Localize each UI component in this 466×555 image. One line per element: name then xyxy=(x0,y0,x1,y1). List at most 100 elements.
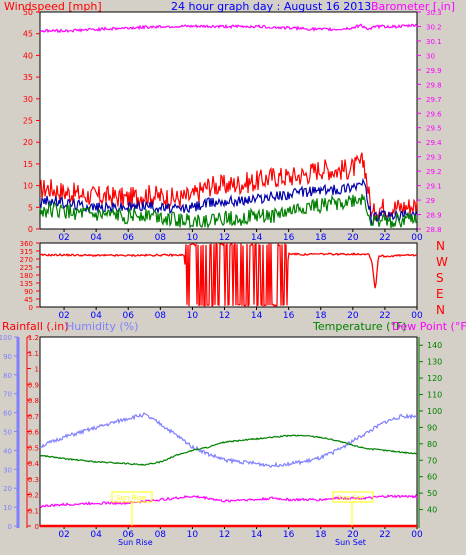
barometer-tick-label: 29.2 xyxy=(426,168,442,176)
direction-tick-label: 360 xyxy=(20,240,33,248)
x-tick-label: 10 xyxy=(187,233,199,243)
humidity-tick-label: 70 xyxy=(3,391,12,399)
x-tick-label: 20 xyxy=(347,233,359,243)
x-tick-label: 08 xyxy=(155,530,167,540)
humidity-axis: 0 10 20 30 40 50 60 70 80 90 100 xyxy=(0,334,18,531)
compass-letter-n: N xyxy=(436,239,445,253)
windspeed-tick-label: 25 xyxy=(23,117,33,126)
windspeed-tick-label: 35 xyxy=(23,73,33,82)
humidity-tick-label: 30 xyxy=(3,466,12,474)
wind-time-axis: 02 04 06 08 10 12 14 16 18 20 22 00 xyxy=(58,229,423,243)
temperature-tick-label: 40 xyxy=(427,506,437,515)
windspeed-tick-label: 0 xyxy=(28,225,33,234)
rainfall-axis-label: Rainfall (.in) xyxy=(2,320,69,333)
barometer-tick-label: 29.3 xyxy=(426,154,442,162)
x-tick-label: 02 xyxy=(58,311,69,321)
x-tick-label: 06 xyxy=(123,530,135,540)
direction-series xyxy=(39,241,418,308)
rainfall-tick-label: 1.2 xyxy=(28,334,39,342)
rainfall-tick-label: 0 xyxy=(35,523,39,531)
windspeed-tick-label: 45 xyxy=(23,30,33,39)
x-tick-label: 04 xyxy=(90,311,102,321)
windspeed-axis-label: Windspeed [mph] xyxy=(4,0,102,13)
x-tick-label: 12 xyxy=(219,311,230,321)
x-tick-label: 12 xyxy=(219,233,230,243)
wind-series xyxy=(39,23,418,230)
temp-time-axis: 02 04 06 08 10 12 14 16 18 20 22 00 xyxy=(58,526,423,540)
x-tick-label: 10 xyxy=(187,530,199,540)
windspeed-tick-label: 30 xyxy=(23,95,33,104)
dewpoint-axis-label: Dew Point (°F) xyxy=(392,320,466,333)
chart-title: 24 hour graph day : August 16 2013 xyxy=(171,0,371,13)
rainfall-tick-label: 0.1 xyxy=(28,507,39,515)
x-tick-label: 20 xyxy=(347,311,359,321)
x-tick-label: 16 xyxy=(283,311,295,321)
temperature-tick-label: 130 xyxy=(427,358,442,367)
direction-tick-label: 270 xyxy=(20,256,33,264)
barometer-tick-label: 29.5 xyxy=(426,125,442,133)
x-tick-label: 12 xyxy=(219,530,230,540)
barometer-axis: 28.8 28.9 29 29.1 29.2 29.3 29.4 29.5 29.6 29.7 29… xyxy=(417,9,442,234)
x-tick-label: 14 xyxy=(251,311,263,321)
sunset-time-text: Sun Set xyxy=(335,538,366,547)
direction-tick-label: 315 xyxy=(20,248,33,256)
compass-letter-s: S xyxy=(436,271,444,285)
windspeed-tick-label: 10 xyxy=(23,182,33,191)
compass-letters: N W S E N xyxy=(436,239,448,317)
compass-letter-e: E xyxy=(436,287,444,301)
x-tick-label: 16 xyxy=(283,233,295,243)
series-line-wind-gust xyxy=(39,152,418,222)
humidity-axis-label: Humidity (%) xyxy=(66,320,138,333)
temperature-humidity-panel: Rainfall (.in) Humidity (%) Temperature … xyxy=(0,320,466,547)
rainfall-tick-label: 1.1 xyxy=(28,350,39,358)
series-line-dew-point xyxy=(39,493,418,509)
x-tick-label: 02 xyxy=(58,233,69,243)
barometer-tick-label: 29.1 xyxy=(426,183,442,191)
direction-tick-label: 90 xyxy=(24,288,33,296)
humidity-tick-label: 100 xyxy=(0,334,12,342)
barometer-tick-label: 29.4 xyxy=(426,139,442,147)
rainfall-tick-label: 0.9 xyxy=(28,381,39,389)
humidity-tick-label: 20 xyxy=(3,485,12,493)
temperature-tick-label: 100 xyxy=(427,407,442,416)
sunrise-time-text: Sun Rise xyxy=(118,538,153,547)
x-tick-label: 18 xyxy=(315,311,327,321)
x-tick-label: 00 xyxy=(411,233,423,243)
rainfall-tick-label: 0.8 xyxy=(28,397,39,405)
direction-tick-label: 135 xyxy=(20,280,33,288)
x-tick-label: 18 xyxy=(315,233,327,243)
x-tick-label: 14 xyxy=(251,233,263,243)
temperature-tick-label: 140 xyxy=(427,341,442,350)
windspeed-tick-label: 15 xyxy=(23,160,33,169)
x-tick-label: 14 xyxy=(251,530,263,540)
humidity-tick-label: 60 xyxy=(3,410,12,418)
sunset-box xyxy=(332,491,374,503)
x-tick-label: 20 xyxy=(347,530,359,540)
x-tick-label: 22 xyxy=(379,233,390,243)
temperature-tick-label: 60 xyxy=(427,473,437,482)
humidity-tick-label: 0 xyxy=(8,523,12,531)
temperature-tick-label: 50 xyxy=(427,489,437,498)
barometer-tick-label: 29.6 xyxy=(426,110,442,118)
humidity-tick-label: 80 xyxy=(3,372,12,380)
wind-barometer-panel: Windspeed [mph] 24 hour graph day : Augu… xyxy=(4,0,455,243)
barometer-tick-label: 30 xyxy=(426,52,435,60)
barometer-axis-label: Barometer [.in] xyxy=(371,0,455,13)
x-tick-label: 00 xyxy=(411,311,423,321)
series-line-barometer xyxy=(39,23,418,34)
windspeed-axis: 0 5 10 15 20 25 30 35 40 45 50 xyxy=(23,8,40,234)
temperature-tick-label: 120 xyxy=(427,374,442,383)
direction-tick-label: 0 xyxy=(29,304,33,312)
temp-series xyxy=(39,412,418,528)
temperature-tick-label: 80 xyxy=(427,440,437,449)
sunset-box-label: Sun Set xyxy=(337,494,364,502)
humidity-tick-label: 50 xyxy=(3,429,12,437)
series-line-humidity xyxy=(39,412,418,468)
barometer-tick-label: 29 xyxy=(426,197,435,205)
rainfall-axis: 0 0.1 0.2 0.3 0.4 0.5 0.6 0.7 0.8 0.9 1 1.1 1.2 xyxy=(27,334,40,531)
barometer-tick-label: 28.9 xyxy=(426,212,442,220)
x-tick-label: 08 xyxy=(155,233,167,243)
barometer-tick-label: 29.9 xyxy=(426,67,442,75)
direction-tick-label: 225 xyxy=(20,264,33,272)
